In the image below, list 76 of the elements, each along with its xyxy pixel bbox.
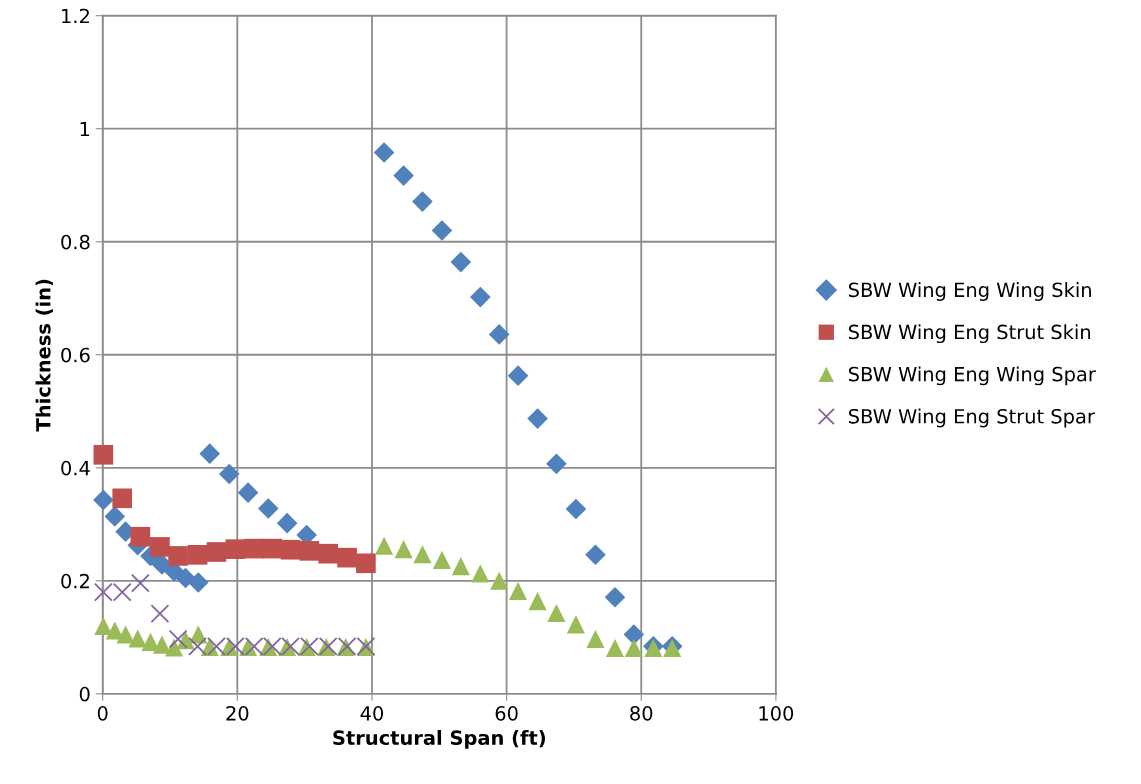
point [546,453,567,475]
point [93,444,114,465]
y-tick-label: 0.6 [61,347,90,363]
point [547,603,566,623]
point [356,553,376,574]
point [412,191,433,212]
point [187,545,208,565]
point [168,629,188,649]
x-tick-label: 80 [630,705,653,721]
point [150,604,170,624]
y-tick-label: 0.2 [61,573,89,589]
point [528,592,547,611]
point [225,539,246,559]
point [337,547,357,568]
point [257,498,279,519]
point [128,629,147,648]
point [237,482,259,503]
point [112,488,133,509]
point [150,537,170,557]
point [375,536,394,555]
point [566,615,585,634]
y-tick-label: 0.8 [61,234,90,250]
point [471,564,490,583]
legend-label: SBW Wing Eng Wing Skin [848,282,1091,301]
point [116,625,135,644]
point [565,498,587,520]
point [168,546,188,566]
point [605,639,625,658]
point [604,586,626,608]
point [450,251,472,273]
point [470,286,491,308]
x-axis-title: Structural Span (ft) [333,730,545,749]
point [318,543,339,564]
point [507,365,529,386]
x-tick-label: 100 [759,705,794,721]
point [623,624,645,645]
point [218,463,240,485]
point [130,526,151,547]
x-tick-label: 60 [495,705,518,721]
point [152,635,171,654]
y-tick-label: 0.4 [61,460,90,476]
point [93,489,114,511]
point [624,639,643,658]
point [299,541,320,561]
point [276,512,298,534]
point [413,545,432,564]
point [394,540,413,559]
y-tick-label: 1.2 [62,8,89,24]
point [527,408,548,429]
point [199,443,221,464]
x-tick-label: 20 [226,705,249,721]
point [508,581,528,601]
point [104,506,126,527]
legend-label: SBW Wing Eng Strut Skin [848,324,1090,344]
legend-label: SBW Wing Eng Wing Spar [848,366,1096,386]
point [94,616,113,636]
point [488,324,510,345]
point [451,557,470,576]
point [280,539,301,560]
point [431,220,453,241]
point [490,571,509,590]
y-tick-label: 1 [80,121,90,137]
point [244,538,264,559]
point [585,544,606,566]
x-tick-label: 0 [97,705,108,721]
point [206,542,227,562]
point [586,629,605,649]
point [187,572,209,593]
point [432,550,452,569]
x-tick-label: 40 [360,705,384,721]
y-axis-title: Thickness (in) [35,279,53,432]
point [130,573,150,593]
point [393,165,414,186]
legend-label: SBW Wing Eng Strut Spar [848,408,1095,428]
point [373,142,395,163]
y-tick-label: 0 [79,686,90,702]
